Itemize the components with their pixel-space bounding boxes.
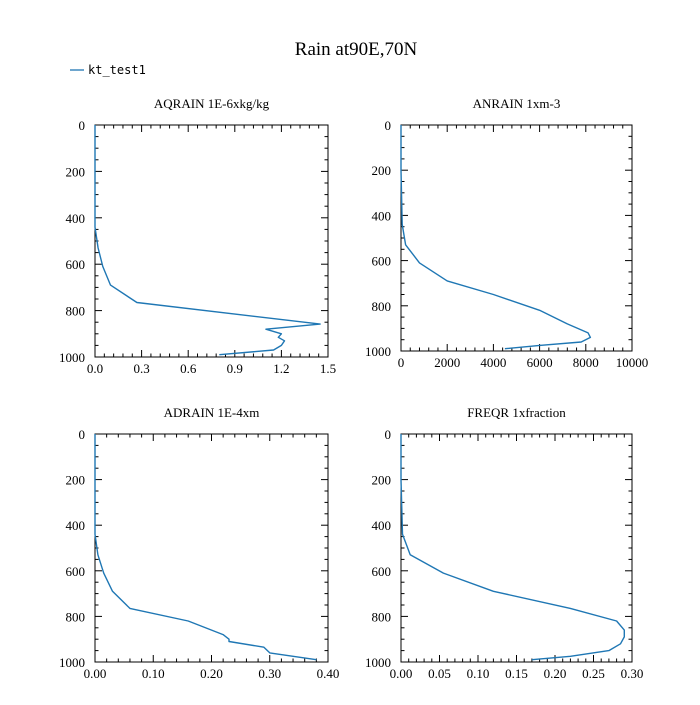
axes-frame	[94, 433, 329, 663]
x-tick-label: 0.6	[180, 361, 197, 376]
y-tick-label: 800	[66, 304, 86, 319]
x-tick-label: 0.40	[317, 666, 340, 681]
y-tick-label: 1000	[365, 655, 391, 670]
x-tick-label: 0.30	[621, 666, 644, 681]
panel-2: ANRAIN 1xm-3 0 2000 4000 6000 8000 10000 0 200 40…	[365, 96, 648, 370]
y-tick-label: 800	[66, 609, 86, 624]
y-tick-label: 0	[79, 427, 86, 442]
x-tick-label: 0.05	[428, 666, 451, 681]
panel-title: ADRAIN 1E-4xm	[164, 405, 260, 420]
y-tick-label: 400	[66, 518, 86, 533]
panel-title: AQRAIN 1E-6xkg/kg	[154, 96, 270, 111]
x-tick-label: 10000	[616, 355, 649, 370]
panel-1: AQRAIN 1E-6xkg/kg 0.0 0.3 0.6 0.9 1.2 1.5 0 200 4…	[59, 96, 336, 376]
y-tick-label: 400	[66, 211, 86, 226]
y-tick-label: 800	[372, 299, 392, 314]
axes-frame	[400, 433, 633, 663]
x-tick-label: 0.20	[200, 666, 223, 681]
y-tick-label: 0	[385, 427, 392, 442]
series-line	[94, 434, 317, 661]
x-tick-label: 0.9	[227, 361, 243, 376]
x-tick-label: 0.10	[142, 666, 165, 681]
y-tick-label: 200	[66, 473, 86, 488]
x-tick-label: 8000	[573, 355, 599, 370]
x-tick-label: 0.0	[87, 361, 103, 376]
y-tick-label: 600	[372, 254, 392, 269]
panel-4: FREQR 1xfraction 0.00 0.05 0.10 0.15 0.20 0.25…	[365, 405, 643, 681]
x-tick-label: 0.25	[582, 666, 605, 681]
y-tick-label: 200	[372, 163, 392, 178]
y-tick-label: 600	[372, 564, 392, 579]
x-tick-label: 4000	[480, 355, 506, 370]
y-tick-label: 600	[66, 564, 86, 579]
y-tick-label: 1000	[365, 344, 391, 359]
legend-label: kt_test1	[88, 63, 146, 77]
y-tick-label: 400	[372, 518, 392, 533]
x-tick-label: 0.30	[258, 666, 281, 681]
axes-frame	[400, 124, 633, 352]
panel-title: ANRAIN 1xm-3	[473, 96, 561, 111]
y-tick-label: 0	[79, 118, 86, 133]
x-tick-label: 0.00	[84, 666, 107, 681]
axes-frame	[94, 124, 329, 358]
x-tick-label: 0	[398, 355, 405, 370]
y-tick-label: 800	[372, 609, 392, 624]
y-tick-label: 1000	[59, 655, 85, 670]
y-tick-label: 400	[372, 208, 392, 223]
x-tick-label: 0.3	[133, 361, 149, 376]
x-tick-label: 0.00	[390, 666, 413, 681]
x-tick-label: 2000	[434, 355, 460, 370]
series-line	[94, 125, 321, 356]
x-tick-label: 1.2	[273, 361, 289, 376]
series-line	[400, 125, 592, 350]
panel-3: ADRAIN 1E-4xm 0.00 0.10 0.20 0.30 0.40 0 200 400…	[59, 405, 339, 681]
y-tick-label: 200	[372, 473, 392, 488]
panel-title: FREQR 1xfraction	[467, 405, 566, 420]
x-tick-label: 1.5	[320, 361, 336, 376]
x-tick-label: 0.15	[505, 666, 528, 681]
y-tick-label: 600	[66, 257, 86, 272]
x-tick-label: 0.20	[544, 666, 567, 681]
series-line	[400, 434, 625, 661]
y-tick-label: 200	[66, 164, 86, 179]
x-tick-label: 6000	[527, 355, 553, 370]
y-tick-label: 1000	[59, 350, 85, 365]
figure-title: Rain at90E,70N	[295, 39, 418, 60]
legend: kt_test1	[70, 63, 146, 77]
x-tick-label: 0.10	[467, 666, 490, 681]
y-tick-label: 0	[385, 118, 392, 133]
